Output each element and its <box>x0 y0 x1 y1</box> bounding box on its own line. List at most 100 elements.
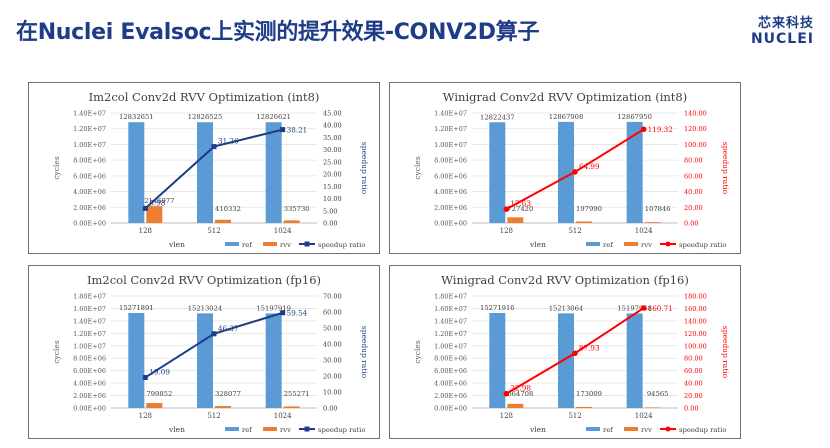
bar-rvv <box>644 222 661 223</box>
bar-rvv <box>146 206 163 223</box>
y2-tick-label: 0.00 <box>323 405 337 413</box>
y-tick-label: 2.00E+06 <box>434 392 467 400</box>
y2-tick-label: 0.00 <box>684 405 698 413</box>
legend-label-rvv: rvv <box>641 241 652 249</box>
legend-label-ref: ref <box>242 426 252 434</box>
y2-tick-label: 20.00 <box>323 373 342 381</box>
y2-tick-label: 100.00 <box>684 141 707 149</box>
x-tick-label: 512 <box>568 227 581 235</box>
speedup-point <box>503 390 510 397</box>
y-tick-label: 6.00E+06 <box>434 172 467 180</box>
y2-tick-label: 70.00 <box>323 293 342 301</box>
legend-label-speedup: speedup ratio <box>679 426 726 434</box>
x-tick-label: 1024 <box>635 412 653 420</box>
chart-panel-im2col-int8: Im2col Conv2d RVV Optimization (int8) 0.0… <box>28 82 380 254</box>
bar-ref-label: 12867950 <box>617 113 652 121</box>
y2-tick-label: 40.00 <box>684 188 703 196</box>
bar-ref <box>489 122 506 223</box>
y2-tick-label: 80.00 <box>684 355 703 363</box>
bar-rvv-label: 94565 <box>647 390 669 398</box>
bar-rvv-label: 173009 <box>576 390 602 398</box>
bar-rvv-label: 410332 <box>215 205 241 213</box>
chart-panel-im2col-fp16: Im2col Conv2d RVV Optimization (fp16) 0.0… <box>28 265 380 439</box>
y-tick-label: 2.00E+06 <box>73 392 106 400</box>
legend-marker-speedup <box>304 426 310 432</box>
y-tick-label: 1.00E+07 <box>434 342 467 350</box>
y2-tick-label: 120.00 <box>684 125 707 133</box>
bar-ref-label: 12832651 <box>119 113 154 121</box>
x-tick-label: 1024 <box>274 412 292 420</box>
chart-title: Winigrad Conv2d RVV Optimization (fp16) <box>441 273 689 287</box>
speedup-label: 87.93 <box>579 343 600 352</box>
y2-axis-label: speedup ratio <box>360 326 369 379</box>
speedup-label: 22.98 <box>510 384 531 393</box>
bar-rvv <box>283 406 300 408</box>
legend-marker-speedup <box>304 241 310 247</box>
speedup-label: 19.09 <box>149 367 170 376</box>
bar-ref <box>265 313 282 408</box>
y-tick-label: 2.00E+06 <box>73 204 106 212</box>
legend-label-ref: ref <box>242 241 252 249</box>
speedup-label: 64.99 <box>579 162 600 171</box>
y-tick-label: 1.40E+07 <box>73 110 106 118</box>
chart-title: Im2col Conv2d RVV Optimization (int8) <box>89 90 320 104</box>
y2-axis-label: speedup ratio <box>360 142 369 195</box>
speedup-point <box>572 169 578 175</box>
speedup-point <box>280 127 286 133</box>
logo-text-cn: 芯来科技 <box>757 16 814 31</box>
bar-ref-label: 15213064 <box>549 304 584 312</box>
bar-ref <box>489 312 506 408</box>
y2-tick-label: 160.00 <box>684 305 707 313</box>
bar-ref <box>265 122 282 223</box>
chart-winigrad-int8: Winigrad Conv2d RVV Optimization (int8) 0… <box>413 90 730 249</box>
chart-panel-winigrad-fp16: Winigrad Conv2d RVV Optimization (fp16) 0… <box>389 265 741 439</box>
y2-axis-label: speedup ratio <box>721 142 730 195</box>
speedup-point <box>503 206 510 212</box>
y-axis-label: cycles <box>52 340 61 363</box>
company-logo: 芯来科技 NUCLEI <box>751 12 814 47</box>
y2-tick-label: 0.00 <box>323 220 337 228</box>
bar-ref <box>626 313 643 408</box>
legend-swatch-ref <box>225 242 239 246</box>
bar-ref-label: 15271891 <box>119 304 154 312</box>
speedup-label: 46.37 <box>218 324 239 333</box>
chart-title: Im2col Conv2d RVV Optimization (fp16) <box>87 273 321 287</box>
speedup-point <box>211 331 217 337</box>
legend-label-ref: ref <box>603 241 613 249</box>
bar-rvv <box>146 403 163 408</box>
y-tick-label: 8.00E+06 <box>434 355 467 363</box>
speedup-point <box>280 310 286 316</box>
x-tick-label: 512 <box>207 412 220 420</box>
bar-ref-label: 15197919 <box>256 304 291 312</box>
x-tick-label: 512 <box>207 227 220 235</box>
chart-im2col-fp16: Im2col Conv2d RVV Optimization (fp16) 0.0… <box>52 273 369 434</box>
bar-rvv <box>283 220 300 223</box>
y2-tick-label: 40.00 <box>684 380 703 388</box>
speedup-point <box>142 205 148 211</box>
y2-tick-label: 35.00 <box>323 134 342 142</box>
y-tick-label: 0.00E+00 <box>73 220 106 228</box>
bar-rvv <box>507 403 524 408</box>
bar-ref <box>128 312 145 408</box>
bar-rvv-label: 328077 <box>215 390 241 398</box>
bar-ref-label: 15197958 <box>617 304 652 312</box>
y2-tick-label: 25.00 <box>323 158 342 166</box>
x-axis-label: vlen <box>168 425 185 434</box>
bar-ref <box>626 121 643 223</box>
bar-rvv-label: 335730 <box>284 205 310 213</box>
y-tick-label: 6.00E+06 <box>434 367 467 375</box>
legend-label-speedup: speedup ratio <box>318 241 365 249</box>
chart-winigrad-fp16: Winigrad Conv2d RVV Optimization (fp16) 0… <box>413 273 730 434</box>
legend-swatch-rvv <box>624 427 638 431</box>
speedup-point <box>142 374 148 380</box>
y2-axis-label: speedup ratio <box>721 326 730 379</box>
y-axis-label: cycles <box>413 156 422 179</box>
legend-label-ref: ref <box>603 426 613 434</box>
y2-tick-label: 5.00 <box>323 207 337 215</box>
y-tick-label: 1.20E+07 <box>434 330 467 338</box>
y-tick-label: 4.00E+06 <box>73 380 106 388</box>
y-tick-label: 1.40E+07 <box>434 110 467 118</box>
chart-panel-winigrad-int8: Winigrad Conv2d RVV Optimization (int8) 0… <box>389 82 741 254</box>
speedup-point <box>640 126 647 133</box>
speedup-label: 38.21 <box>287 126 308 135</box>
